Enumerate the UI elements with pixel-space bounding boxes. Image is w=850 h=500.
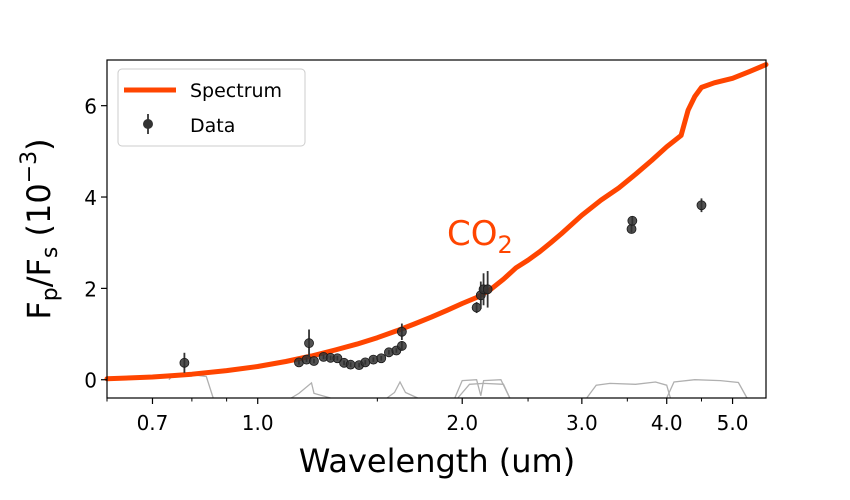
data-point [332,353,343,364]
y-tick-label: 0 [84,369,97,393]
x-tick-label: 5.0 [717,411,749,435]
data-point [627,215,638,226]
x-tick-label: 4.0 [651,411,683,435]
data-point [396,341,407,351]
y-tick-label: 4 [84,186,97,210]
filter-curve-2 [386,380,418,399]
y-tick-label: 2 [84,277,97,301]
legend-spectrum-label: Spectrum [190,80,282,102]
filter-curve-6 [666,379,748,399]
data-point [360,357,371,368]
legend: Spectrum Data [117,68,306,147]
plot-frame [106,59,767,399]
data-point [309,356,319,366]
filter-curve-1 [290,381,331,399]
x-tick-label: 1.0 [242,411,274,435]
legend-data-marker [143,119,153,129]
data-point [626,224,637,234]
x-tick-label: 0.7 [137,411,169,435]
y-tick-label: 6 [84,95,97,119]
data-point [696,200,707,211]
axes: 0.7 1.0 2.0 3.0 4.0 5.0 0 2 4 6 [84,95,748,435]
data-point [482,284,493,295]
filter-curve-4 [457,382,511,399]
data-point [396,326,407,337]
x-axis-title: Wavelength (um) [299,442,575,480]
plot-area [104,62,769,399]
filter-curve-5 [586,381,672,399]
co2-annotation: CO2 [447,214,513,259]
x-tick-label: 3.0 [566,411,598,435]
filter-curve-3 [454,379,511,399]
data-point [345,359,356,370]
filter-curve-0 [168,374,214,399]
x-tick-label: 2.0 [446,411,478,435]
y-axis-title: Fp/Fs (10−3) [17,138,63,319]
data-point [368,354,379,365]
data-point [179,357,190,368]
spectrum-line [104,62,769,382]
data-point [376,353,387,364]
legend-data-label: Data [190,115,235,137]
data-point [471,302,482,313]
data-point [304,338,314,349]
